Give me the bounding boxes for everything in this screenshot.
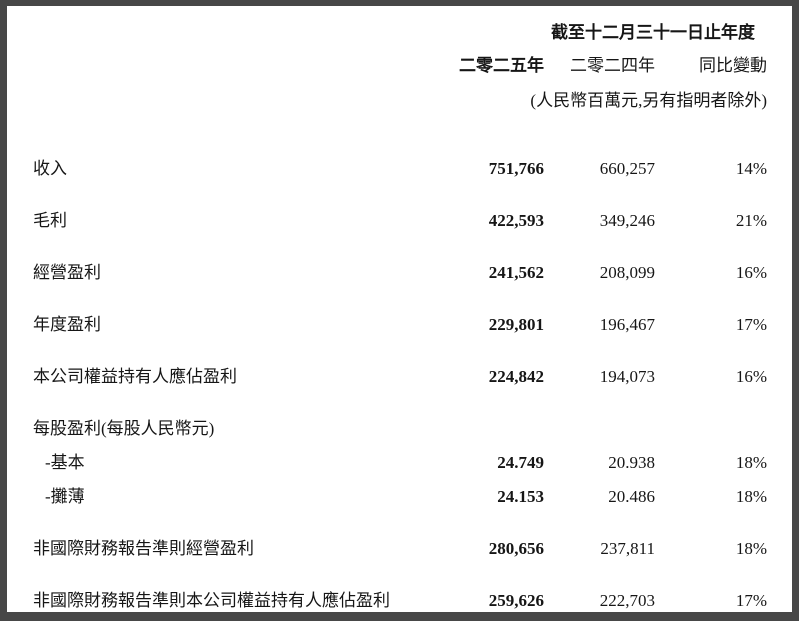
row-label: 經營盈利 [33, 263, 101, 282]
table-row: 非國際財務報告準則經營盈利 280,656 237,811 18% [33, 538, 767, 560]
cell-yoy: 14% [735, 159, 767, 178]
column-header-row: 二零二五年 二零二四年 同比變動 [33, 55, 767, 77]
cell-yoy: 16% [735, 263, 767, 282]
column-header-2024: 二零二四年 [570, 56, 655, 75]
cell-yoy: 18% [735, 453, 767, 472]
cell-2024 [544, 418, 655, 440]
row-label: 每股盈利(每股人民幣元) [33, 419, 215, 438]
empty-corner-cell [33, 90, 434, 112]
row-label: 收入 [33, 159, 67, 178]
table-row: 本公司權益持有人應佔盈利 224,842 194,073 16% [33, 366, 767, 388]
cell-yoy: 17% [735, 591, 767, 610]
cell-yoy: 18% [735, 539, 767, 558]
period-header-row: 截至十二月三十一日止年度 [33, 22, 767, 44]
cell-yoy: 21% [735, 211, 767, 230]
table-row: 毛利 422,593 349,246 21% [33, 210, 767, 232]
unit-note: (人民幣百萬元,另有指明者除外) [530, 91, 767, 110]
table-row: -基本 24.749 20.938 18% [33, 452, 767, 474]
table-row: 每股盈利(每股人民幣元) [33, 418, 767, 440]
empty-corner-cell [33, 22, 434, 44]
cell-2024: 208,099 [599, 263, 655, 282]
cell-yoy: 16% [735, 367, 767, 386]
column-header-2025: 二零二五年 [459, 56, 544, 75]
row-label: 本公司權益持有人應佔盈利 [33, 367, 237, 386]
cell-2024: 194,073 [599, 367, 655, 386]
cell-yoy [655, 418, 767, 440]
cell-yoy: 17% [735, 315, 767, 334]
row-label: 毛利 [33, 211, 67, 230]
cell-yoy: 18% [735, 487, 767, 506]
unit-note-row: (人民幣百萬元,另有指明者除外) [33, 90, 767, 112]
cell-2025: 229,801 [488, 315, 544, 334]
empty-corner-cell [33, 55, 434, 77]
cell-2024: 222,703 [599, 591, 655, 610]
table-row: 收入 751,766 660,257 14% [33, 158, 767, 180]
cell-2024: 237,811 [600, 539, 655, 558]
row-label: 非國際財務報告準則經營盈利 [33, 539, 254, 558]
cell-2024: 196,467 [599, 315, 655, 334]
cell-2025: 280,656 [488, 539, 544, 558]
cell-2025: 259,626 [488, 591, 544, 610]
cell-2025: 24.153 [497, 487, 544, 506]
row-label: -基本 [45, 453, 85, 472]
cell-2025: 422,593 [488, 211, 544, 230]
cell-2024: 660,257 [599, 159, 655, 178]
period-header: 截至十二月三十一日止年度 [551, 23, 755, 42]
cell-2025: 24.749 [497, 453, 544, 472]
financial-results-table: 截至十二月三十一日止年度 二零二五年 二零二四年 同比變動 (人民幣百萬元,另有… [33, 22, 767, 612]
cell-2025: 751,766 [488, 159, 544, 178]
table-row: 年度盈利 229,801 196,467 17% [33, 314, 767, 336]
table-body: 收入 751,766 660,257 14% 毛利 422,593 349,24… [33, 158, 767, 612]
cell-2025: 241,562 [488, 263, 544, 282]
row-label: -攤薄 [45, 487, 85, 506]
table-row: -攤薄 24.153 20.486 18% [33, 486, 767, 508]
table-row: 非國際財務報告準則本公司權益持有人應佔盈利 259,626 222,703 17… [33, 590, 767, 612]
row-label: 年度盈利 [33, 315, 101, 334]
cell-2025 [434, 418, 544, 440]
cell-2024: 20.938 [608, 453, 655, 472]
table-row: 經營盈利 241,562 208,099 16% [33, 262, 767, 284]
cell-2025: 224,842 [488, 367, 544, 386]
column-header-yoy: 同比變動 [699, 56, 767, 75]
row-label: 非國際財務報告準則本公司權益持有人應佔盈利 [33, 591, 390, 610]
cell-2024: 20.486 [608, 487, 655, 506]
cell-2024: 349,246 [599, 211, 655, 230]
